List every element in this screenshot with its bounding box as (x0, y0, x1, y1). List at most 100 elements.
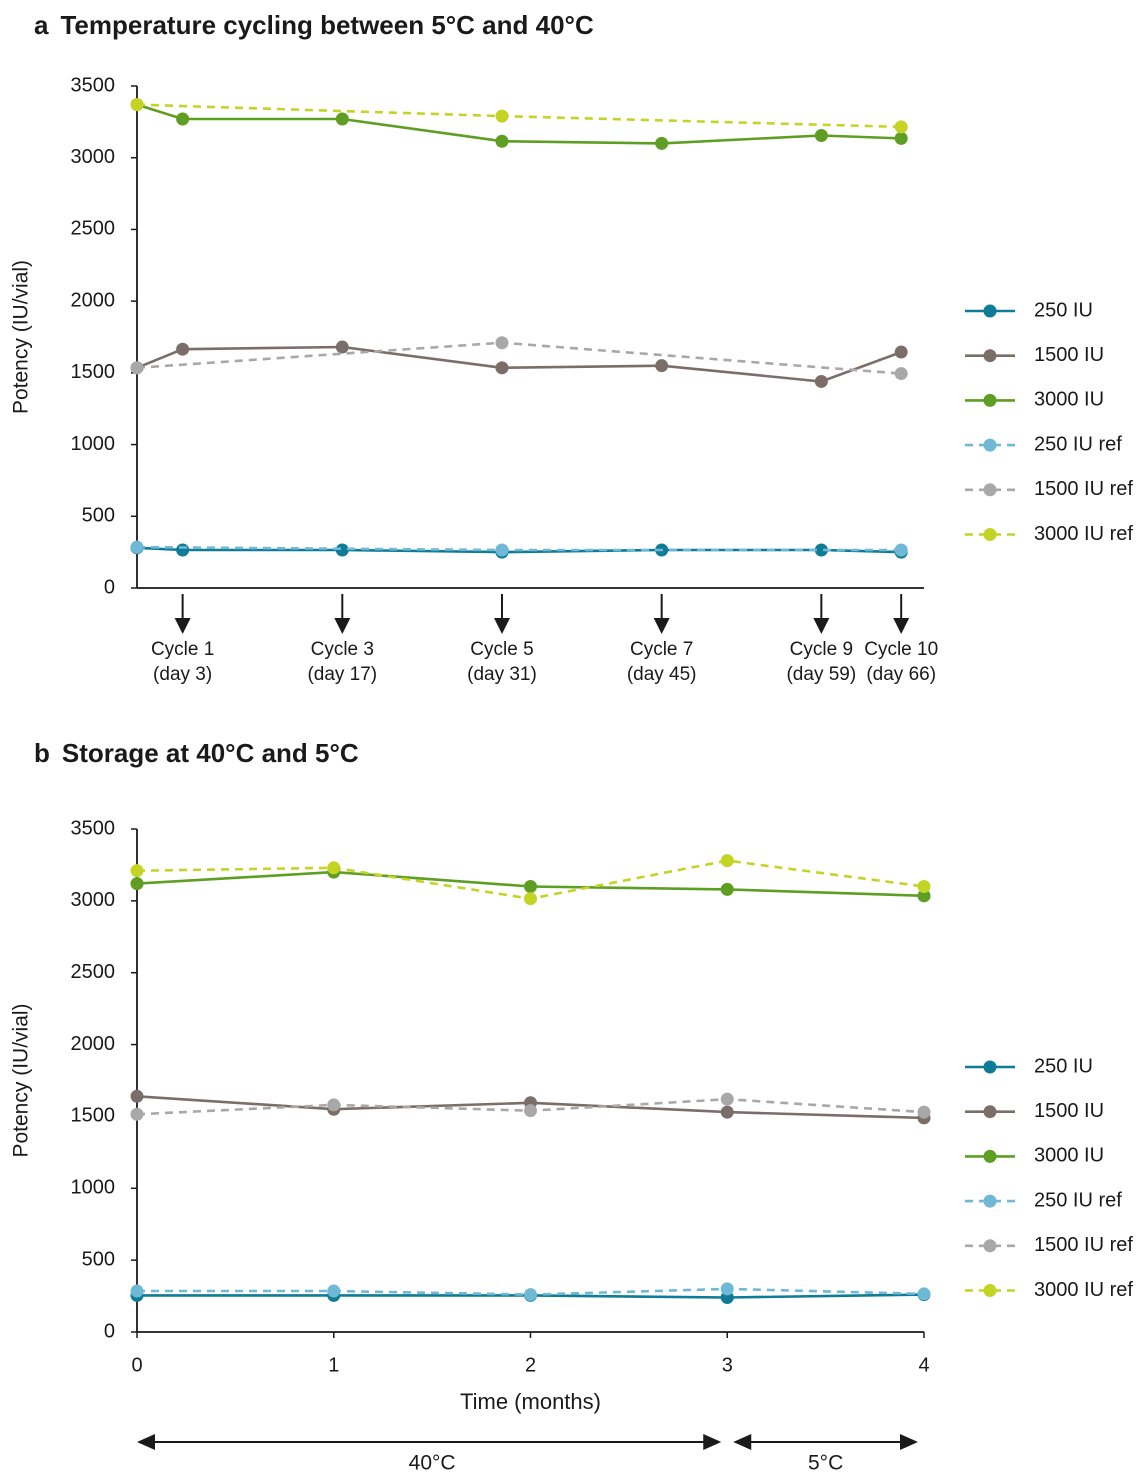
chart2-data-point (131, 1090, 144, 1103)
chart2-y-tick-label: 1000 (71, 1177, 116, 1199)
chart2-data-point (721, 1093, 734, 1106)
chart2-phase-label: 40°C (409, 1452, 456, 1475)
chart1-legend-label: 250 IU (1034, 299, 1093, 321)
chart1-y-tick-label: 3500 (71, 74, 116, 96)
chart1-y-axis-label: Potency (IU/vial) (10, 260, 33, 414)
chart1-y-tick-label: 2500 (71, 218, 116, 240)
chart2-legend-label: 3000 IU (1034, 1145, 1104, 1167)
chart2-y-tick-label: 2500 (71, 961, 116, 983)
chart1-data-point (815, 129, 828, 142)
chart1-y-tick-label: 0 (104, 576, 115, 598)
chart1-legend-label: 250 IU ref (1034, 433, 1122, 455)
chart2-data-point (721, 1106, 734, 1119)
chart2-legend-label: 250 IU ref (1034, 1189, 1122, 1211)
chart1-data-point (131, 361, 144, 374)
chart1-data-point (336, 341, 349, 354)
chart1-data-point (895, 346, 908, 359)
chart2-legend-swatch-marker (984, 1284, 997, 1297)
chart1-series-line (137, 105, 901, 127)
chart2-legend-swatch-marker (984, 1150, 997, 1163)
chart2-data-point (524, 892, 537, 905)
chart1-cycle-arrow-head (494, 618, 510, 634)
chart1-data-point (495, 135, 508, 148)
chart2-x-tick-label: 3 (722, 1354, 733, 1376)
chart1-data-point (895, 543, 908, 556)
chart1-cycle-day-label: (day 3) (153, 664, 212, 685)
chart2-phase-arrow-head-left (733, 1434, 751, 1450)
chart2-data-point (327, 1285, 340, 1298)
chart1-data-point (176, 543, 189, 556)
chart1-cycle-arrow-head (175, 618, 191, 634)
chart1-data-point (815, 375, 828, 388)
chart1-legend-swatch-marker (984, 349, 997, 362)
chart2-y-tick-label: 500 (82, 1248, 115, 1270)
chart1-data-point (176, 112, 189, 125)
chart2-legend-swatch-marker (984, 1105, 997, 1118)
chart2-legend-swatch-marker (984, 1195, 997, 1208)
chart1-cycle-label: Cycle 5 (470, 639, 533, 660)
chart2-data-point (131, 1108, 144, 1121)
chart1-cycle-label: Cycle 9 (790, 639, 853, 660)
chart2-data-point (131, 864, 144, 877)
chart2-data-point (327, 1098, 340, 1111)
chart2-legend-label: 250 IU (1034, 1055, 1093, 1077)
chart2-data-point (918, 1287, 931, 1300)
chart2-y-tick-label: 2000 (71, 1033, 116, 1055)
chart1-data-point (495, 543, 508, 556)
chart1-cycle-day-label: (day 66) (866, 664, 936, 685)
chart1-cycle-day-label: (day 59) (786, 664, 856, 685)
chart1-data-point (131, 541, 144, 554)
chart2-phase-arrow-head-right (703, 1434, 721, 1450)
chart1-cycle-label: Cycle 3 (311, 639, 374, 660)
chart1-y-tick-label: 3000 (71, 146, 116, 168)
chart2-data-point (131, 877, 144, 890)
chart2-legend-swatch-marker (984, 1061, 997, 1074)
chart2-legend-swatch-marker (984, 1239, 997, 1252)
chart2-y-tick-label: 3500 (71, 817, 116, 839)
chart1-y-tick-label: 1000 (71, 433, 116, 455)
chart1-data-point (336, 112, 349, 125)
chart2-data-point (721, 854, 734, 867)
chart1-legend-swatch-marker (984, 305, 997, 318)
chart2-y-tick-label: 0 (104, 1320, 115, 1342)
chart1-cycle-label: Cycle 7 (630, 639, 693, 660)
chart2-y-axis-label: Potency (IU/vial) (10, 1003, 33, 1157)
chart1-data-point (895, 367, 908, 380)
chart2-data-point (524, 1288, 537, 1301)
chart2-y-tick-label: 1500 (71, 1105, 116, 1127)
chart2-data-point (524, 1104, 537, 1117)
chart1-legend-swatch-marker (984, 528, 997, 541)
chart1-data-point (495, 361, 508, 374)
chart1-cycle-label: Cycle 1 (151, 639, 214, 660)
chart2-phase-arrow-head-left (137, 1434, 155, 1450)
chart1-legend-label: 3000 IU (1034, 389, 1104, 411)
chart1-cycle-arrow-head (654, 618, 670, 634)
chart2-data-point (721, 1282, 734, 1295)
chart2-y-tick-label: 3000 (71, 889, 116, 911)
chart1-cycle-day-label: (day 17) (307, 664, 377, 685)
chart2-legend-label: 3000 IU ref (1034, 1279, 1133, 1301)
chart2-data-point (918, 1106, 931, 1119)
chart2-phase-label: 5°C (808, 1452, 843, 1475)
chart1-cycle-day-label: (day 31) (467, 664, 537, 685)
chart1-cycle-day-label: (day 45) (627, 664, 697, 685)
chart1-y-tick-label: 2000 (71, 289, 116, 311)
chart1-cycle-arrow-head (334, 618, 350, 634)
chart1-y-tick-label: 1500 (71, 361, 116, 383)
chart2-data-point (918, 880, 931, 893)
chart2-data-point (131, 1285, 144, 1298)
chart1-data-point (655, 359, 668, 372)
chart1-legend-label: 3000 IU ref (1034, 523, 1133, 545)
chart2-data-point (524, 880, 537, 893)
chart1-data-point (655, 137, 668, 150)
chart2-legend-label: 1500 IU (1034, 1100, 1104, 1122)
chart1-legend-swatch-marker (984, 394, 997, 407)
chart1-data-point (131, 98, 144, 111)
chart2-phase-arrow-head-right (900, 1434, 918, 1450)
chart1-legend-swatch-marker (984, 439, 997, 452)
chart1-data-point (895, 120, 908, 133)
chart1-data-point (495, 110, 508, 123)
chart1-legend-label: 1500 IU ref (1034, 478, 1133, 500)
chart1-cycle-arrow-head (893, 618, 909, 634)
